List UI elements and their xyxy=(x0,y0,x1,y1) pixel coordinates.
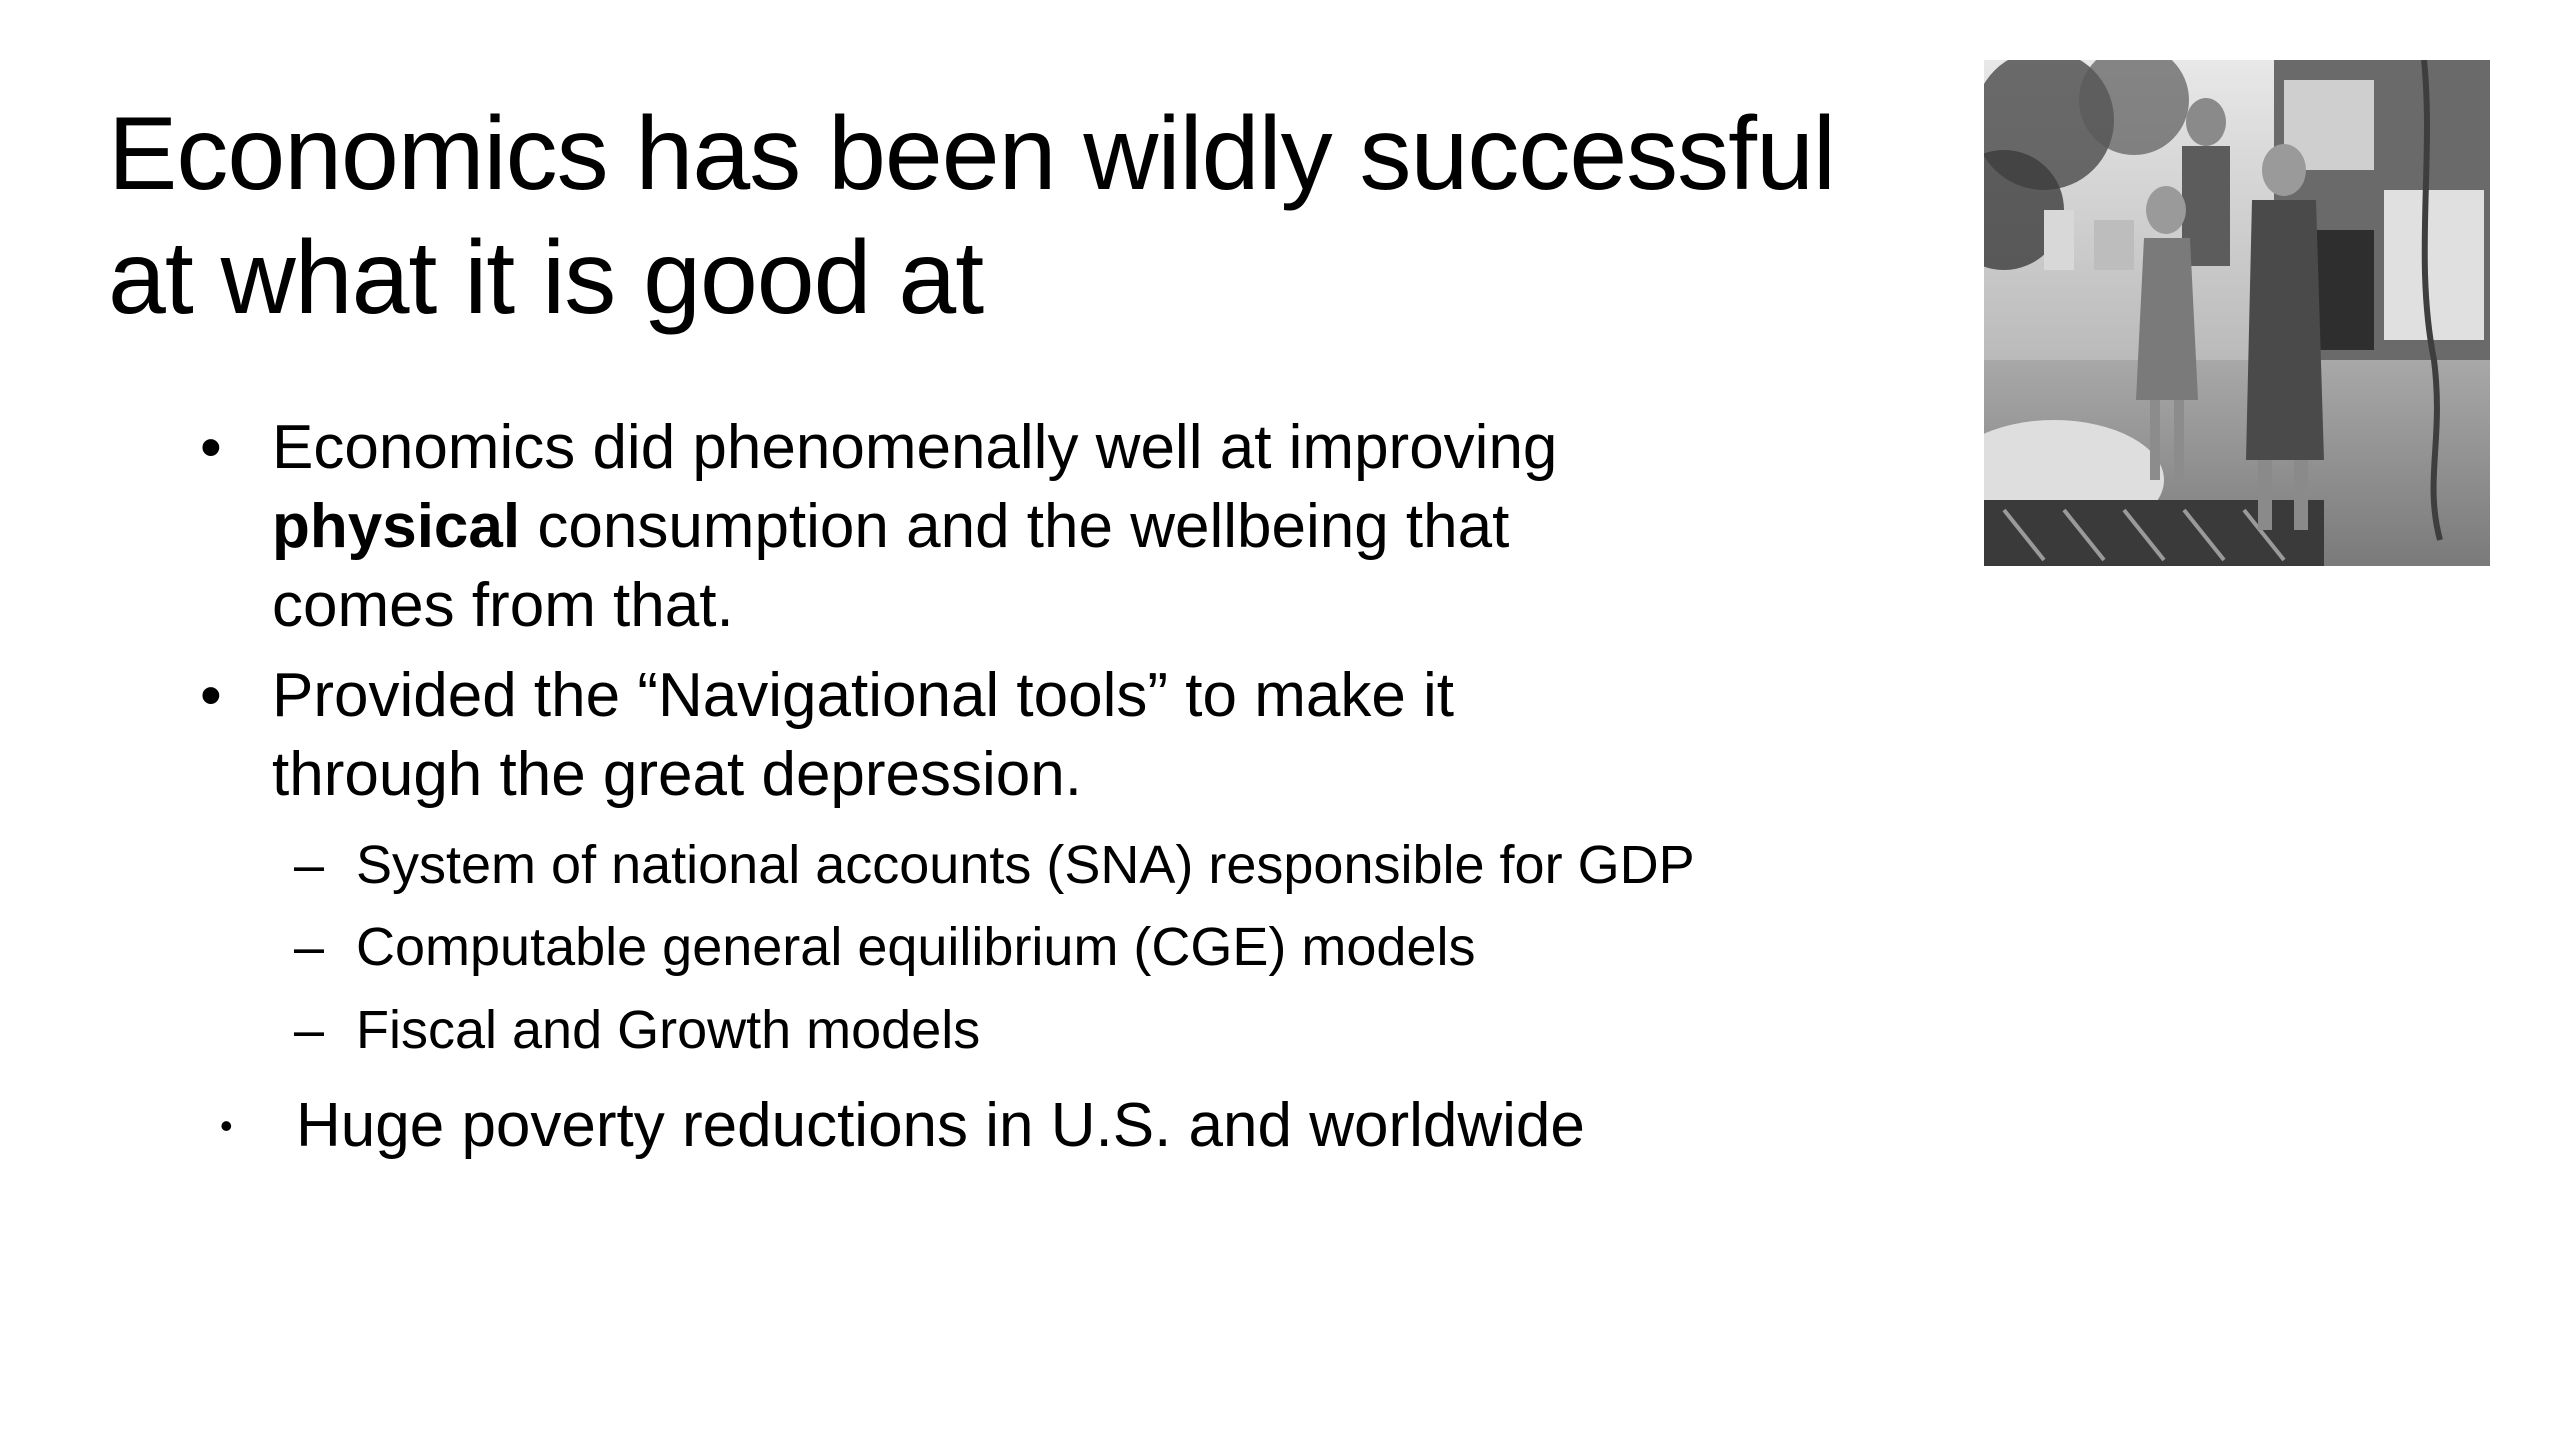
sub-bullet-text: Computable general equilibrium (CGE) mod… xyxy=(356,917,1476,977)
bullet-text-line: through the great depression. xyxy=(272,740,1082,809)
bullet-text-line: Provided the “Navigational tools” to mak… xyxy=(272,661,1455,730)
dash-mark: – xyxy=(294,917,325,977)
slide-title: Economics has been wildly successful at … xyxy=(108,92,1928,340)
title-line-1: Economics has been wildly successful xyxy=(108,96,1836,212)
bullet-mark: • xyxy=(200,661,222,730)
bullet-item: • Provided the “Navigational tools” to m… xyxy=(200,656,1455,814)
photo-icon xyxy=(1984,60,2490,566)
bullet-text-line: comes from that. xyxy=(272,571,734,640)
bullet-mark: • xyxy=(220,1105,233,1146)
bullet-item: • Economics did phenomenally well at imp… xyxy=(200,408,1558,645)
sub-bullet-item: – Fiscal and Growth models xyxy=(294,997,981,1063)
depression-era-family-photo xyxy=(1984,60,2490,566)
bullet-mark: • xyxy=(200,413,222,482)
bullet-item: Huge poverty reductions in U.S. and worl… xyxy=(296,1086,1585,1165)
sub-bullet-item: – Computable general equilibrium (CGE) m… xyxy=(294,914,1476,980)
bullet-text-line: physical consumption and the wellbeing t… xyxy=(272,487,1557,566)
sub-bullet-text: System of national accounts (SNA) respon… xyxy=(356,835,1695,895)
bullet-text: consumption and the wellbeing that xyxy=(520,492,1510,561)
sub-bullet-text: Fiscal and Growth models xyxy=(356,1000,981,1060)
bold-text: physical xyxy=(272,492,521,561)
bullet-text-line: Huge poverty reductions in U.S. and worl… xyxy=(296,1091,1585,1160)
bullet-text-line: Economics did phenomenally well at impro… xyxy=(272,413,1558,482)
title-line-2: at what it is good at xyxy=(108,220,984,336)
sub-bullet-item: – System of national accounts (SNA) resp… xyxy=(294,832,1695,898)
dash-mark: – xyxy=(294,835,325,895)
dash-mark: – xyxy=(294,1000,325,1060)
